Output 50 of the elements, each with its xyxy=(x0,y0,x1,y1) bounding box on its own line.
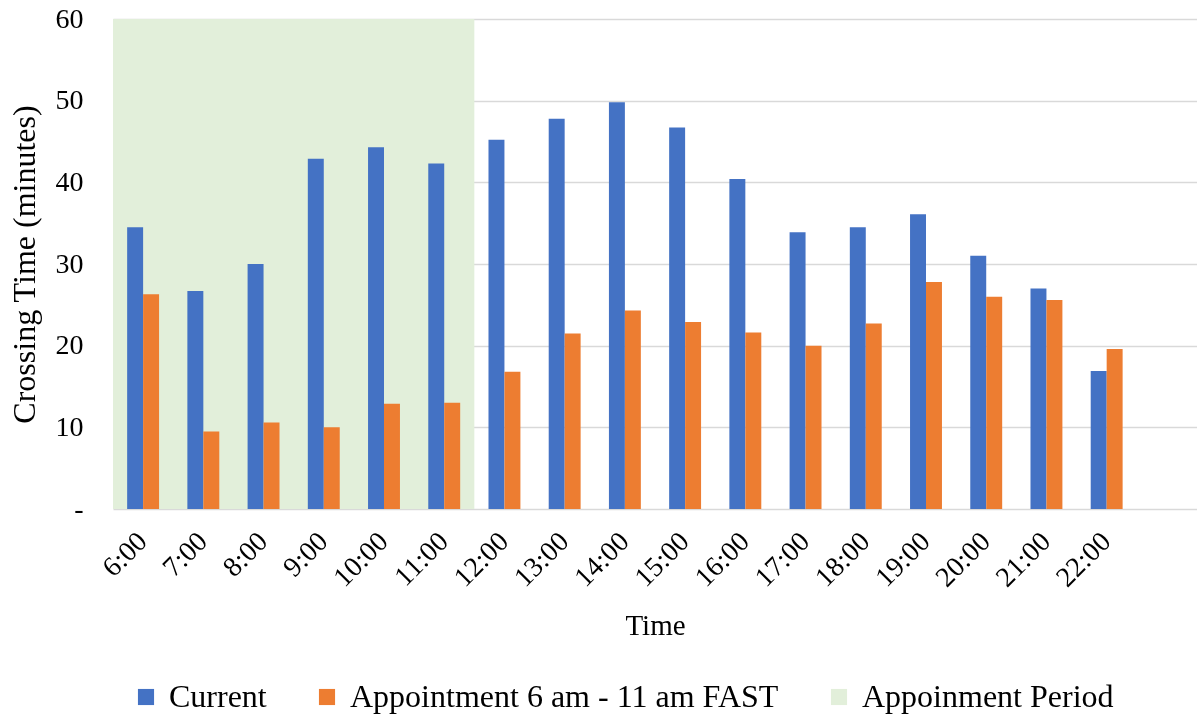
bar xyxy=(127,227,144,509)
bar xyxy=(323,427,340,509)
y-tick-label: 20 xyxy=(55,329,84,361)
x-axis-title: Time xyxy=(625,609,686,642)
bar xyxy=(143,294,160,509)
bar xyxy=(488,139,505,509)
x-tick-label: 9:00 xyxy=(276,525,334,583)
bar xyxy=(428,163,445,509)
y-tick-label: 40 xyxy=(55,165,84,197)
bar xyxy=(1106,348,1123,509)
y-tick-label: 60 xyxy=(55,2,84,34)
bar xyxy=(203,431,220,509)
bar xyxy=(608,102,625,509)
bar xyxy=(444,402,461,509)
x-tick-label: 8:00 xyxy=(216,525,274,583)
bar xyxy=(970,255,987,509)
bar xyxy=(564,333,581,509)
bar xyxy=(624,310,641,509)
bar xyxy=(368,147,384,509)
bar xyxy=(789,232,806,509)
bar xyxy=(805,345,822,509)
bar xyxy=(910,214,926,509)
y-tick-label: - xyxy=(74,492,84,524)
bar xyxy=(745,332,762,509)
bar xyxy=(548,118,565,509)
legend-label: Current xyxy=(169,678,267,714)
bar xyxy=(1090,370,1107,509)
bar xyxy=(849,227,866,509)
bar xyxy=(307,158,324,509)
y-tick-label: 30 xyxy=(55,247,84,279)
bar xyxy=(926,281,942,509)
y-tick-label: 10 xyxy=(55,410,84,442)
bar xyxy=(729,179,746,509)
x-tick-label: 7:00 xyxy=(156,525,214,583)
legend-label: Appoinment Period xyxy=(862,678,1114,714)
bar xyxy=(384,403,400,509)
bar xyxy=(986,296,1003,509)
bar xyxy=(669,127,686,509)
bar xyxy=(263,422,280,509)
legend-label: Appointment 6 am - 11 am FAST xyxy=(350,678,779,714)
bar xyxy=(1030,288,1047,509)
x-tick-label: 6:00 xyxy=(95,525,154,583)
y-tick-label: 50 xyxy=(55,84,84,116)
bar xyxy=(1046,299,1063,509)
y-axis-title: Crossing Time (minutes) xyxy=(5,105,42,424)
bar xyxy=(187,290,204,509)
bar xyxy=(504,371,521,509)
bar xyxy=(685,321,702,509)
bar xyxy=(865,323,882,509)
bar xyxy=(247,264,264,509)
